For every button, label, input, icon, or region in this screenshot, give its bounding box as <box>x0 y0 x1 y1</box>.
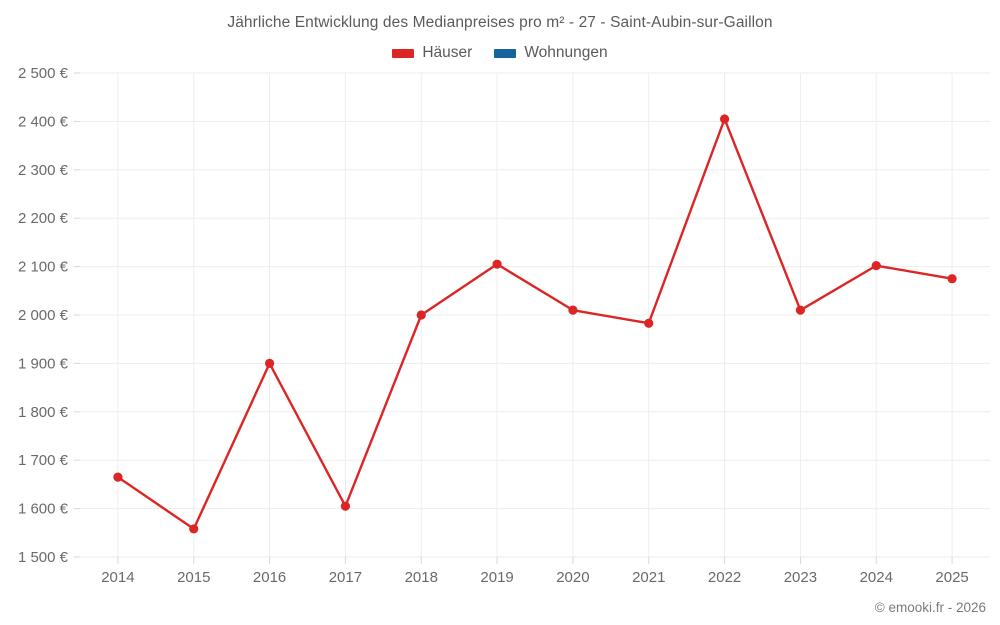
legend-item-wohnungen[interactable]: Wohnungen <box>494 44 608 62</box>
data-point-marker[interactable] <box>113 472 123 482</box>
y-axis-tick-label: 2 100 € <box>18 259 69 276</box>
y-axis-tick-label: 1 600 € <box>18 501 69 518</box>
data-point-marker[interactable] <box>492 259 502 269</box>
x-axis-tick-label: 2014 <box>101 569 134 586</box>
y-axis-tick-label: 2 000 € <box>18 307 69 324</box>
legend-item-hauser[interactable]: Häuser <box>392 44 472 62</box>
data-point-marker[interactable] <box>340 501 351 511</box>
y-axis-tick-label: 1 700 € <box>18 452 69 469</box>
chart-title: Jährliche Entwicklung des Medianpreises … <box>227 14 773 31</box>
footer-credit: © emooki.fr - 2026 <box>874 600 986 615</box>
x-axis-tick-label: 2023 <box>784 569 817 586</box>
y-axis-tick-label: 1 500 € <box>18 549 69 566</box>
chart-legend: Häuser Wohnungen <box>0 44 1000 62</box>
data-point-marker[interactable] <box>871 261 881 271</box>
y-axis-tick-label: 1 800 € <box>18 404 69 421</box>
legend-item-label: Wohnungen <box>524 44 608 61</box>
y-axis-tick-label: 1 900 € <box>18 355 69 372</box>
x-axis-tick-label: 2020 <box>556 569 589 586</box>
data-point-marker[interactable] <box>568 305 578 315</box>
y-axis-tick-label: 2 300 € <box>18 162 69 179</box>
x-axis-tick-label: 2015 <box>177 569 210 586</box>
data-point-marker[interactable] <box>644 318 654 328</box>
y-axis-tick-label: 2 200 € <box>18 210 69 227</box>
legend-item-label: Häuser <box>422 44 473 61</box>
x-axis-tick-label: 2017 <box>329 569 362 586</box>
legend-swatch-icon <box>392 48 415 58</box>
data-point-marker[interactable] <box>416 310 426 320</box>
x-axis-tick-label: 2016 <box>253 569 286 586</box>
x-axis-tick-label: 2022 <box>708 569 741 586</box>
data-point-marker[interactable] <box>264 358 275 368</box>
data-point-marker[interactable] <box>795 305 806 315</box>
y-axis-tick-label: 2 400 € <box>18 113 69 130</box>
legend-swatch-icon <box>494 48 517 58</box>
series-line-0 <box>116 117 954 531</box>
data-point-marker[interactable] <box>719 114 730 124</box>
x-axis-tick-label: 2018 <box>405 569 438 586</box>
x-axis-tick-label: 2019 <box>480 569 513 586</box>
data-point-marker[interactable] <box>947 274 957 284</box>
data-point-marker[interactable] <box>189 524 199 534</box>
x-axis-tick-label: 2025 <box>935 569 968 586</box>
y-axis-tick-label: 2 500 € <box>18 65 69 82</box>
x-axis-tick-label: 2024 <box>860 569 893 586</box>
x-axis-tick-label: 2021 <box>632 569 665 586</box>
